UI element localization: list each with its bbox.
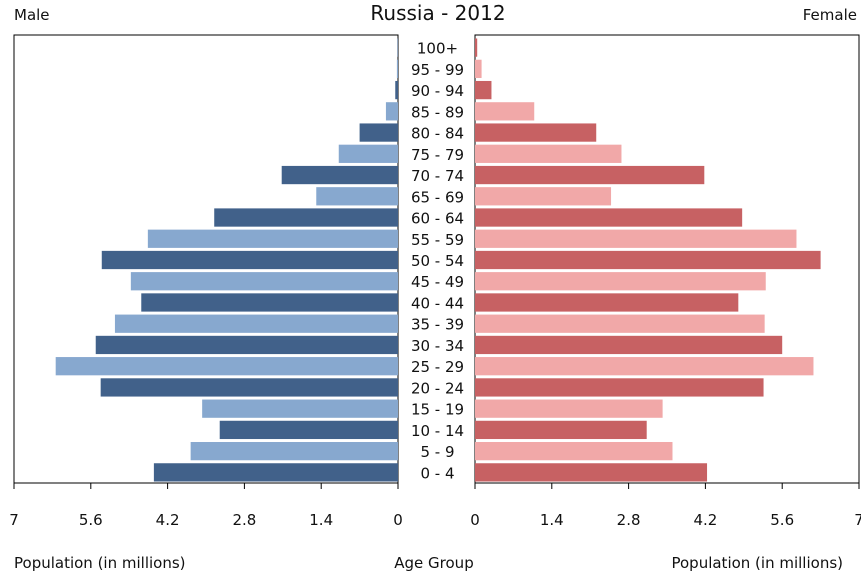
bar-female <box>475 187 612 206</box>
tick-label-left: 5.6 <box>79 511 103 529</box>
bar-male <box>316 187 398 206</box>
age-group-label: 100+ <box>417 40 458 58</box>
axis-ticks: 7 0 5.6 1.4 4.2 2.8 2.8 4.2 1.4 5.6 0 7 <box>9 483 861 529</box>
x-axis-label-left: Population (in millions) <box>14 554 186 572</box>
female-label: Female <box>803 6 857 24</box>
bar-male <box>101 250 399 270</box>
bar-female <box>475 272 766 291</box>
age-group-label: 65 - 69 <box>411 188 464 206</box>
bars-layer <box>55 38 821 482</box>
bar-female <box>475 420 647 440</box>
age-group-label: 45 - 49 <box>411 273 464 291</box>
bar-male <box>281 165 398 185</box>
bar-female <box>475 102 535 121</box>
bar-male <box>202 399 398 418</box>
bar-male <box>130 272 399 291</box>
age-group-label: 85 - 89 <box>411 103 464 121</box>
tick-label-left: 0 <box>393 511 403 529</box>
bar-female <box>475 442 673 461</box>
age-group-label: 5 - 9 <box>420 443 454 461</box>
bar-female <box>475 38 478 57</box>
age-group-label: 20 - 24 <box>411 379 464 397</box>
bar-female <box>475 250 821 270</box>
age-group-label: 90 - 94 <box>411 82 464 100</box>
age-group-label: 15 - 19 <box>411 401 464 419</box>
age-group-labels: 0 - 4 5 - 9 10 - 14 15 - 19 20 - 24 25 - 29 30… <box>411 40 464 483</box>
bar-male <box>385 102 398 121</box>
age-group-label: 30 - 34 <box>411 337 464 355</box>
bar-female <box>475 378 764 397</box>
tick-label-left: 1.4 <box>309 511 333 529</box>
bar-male <box>359 123 398 142</box>
bar-female <box>475 80 492 100</box>
bar-male <box>147 229 398 248</box>
age-group-label: 40 - 44 <box>411 294 464 312</box>
x-axis-label-right: Population (in millions) <box>671 554 843 572</box>
age-group-label: 0 - 4 <box>420 464 454 482</box>
tick-label-right: 0 <box>470 511 480 529</box>
tick-label-left: 7 <box>9 511 19 529</box>
bar-female <box>475 144 622 163</box>
bar-male <box>219 420 398 440</box>
bar-male <box>100 378 398 397</box>
age-group-label: 80 - 84 <box>411 125 464 143</box>
age-group-label: 95 - 99 <box>411 61 464 79</box>
bar-female <box>475 357 814 376</box>
bar-male <box>141 293 399 312</box>
bar-female <box>475 399 663 418</box>
tick-label-left: 2.8 <box>232 511 256 529</box>
bar-male <box>153 463 398 482</box>
tick-label-right: 1.4 <box>540 511 564 529</box>
bar-male <box>338 144 398 163</box>
age-group-label: 60 - 64 <box>411 210 464 228</box>
age-group-label: 35 - 39 <box>411 316 464 334</box>
bar-male <box>95 335 398 355</box>
age-group-label: 50 - 54 <box>411 252 464 270</box>
bar-female <box>475 293 739 312</box>
bar-male <box>190 442 398 461</box>
tick-label-right: 7 <box>854 511 861 529</box>
bar-female <box>475 59 482 78</box>
bar-female <box>475 335 783 355</box>
chart-title: Russia - 2012 <box>370 1 505 25</box>
bar-male <box>395 80 398 100</box>
bar-male <box>214 208 398 227</box>
bar-female <box>475 314 765 333</box>
age-group-label: 25 - 29 <box>411 358 464 376</box>
bar-female <box>475 229 797 248</box>
age-group-label: 10 - 14 <box>411 422 464 440</box>
age-group-label: 70 - 74 <box>411 167 464 185</box>
tick-label-right: 4.2 <box>693 511 717 529</box>
bar-male <box>114 314 399 333</box>
bar-female <box>475 463 708 482</box>
tick-label-right: 5.6 <box>770 511 794 529</box>
male-label: Male <box>14 6 50 24</box>
bar-female <box>475 123 597 142</box>
bar-male <box>397 38 398 57</box>
bar-female <box>475 165 705 185</box>
bar-male <box>396 59 398 78</box>
age-group-label: 55 - 59 <box>411 231 464 249</box>
tick-label-left: 4.2 <box>156 511 180 529</box>
bar-male <box>55 357 398 376</box>
x-axis-label-center: Age Group <box>394 554 473 572</box>
tick-label-right: 2.8 <box>617 511 641 529</box>
age-group-label: 75 - 79 <box>411 146 464 164</box>
bar-female <box>475 208 743 227</box>
